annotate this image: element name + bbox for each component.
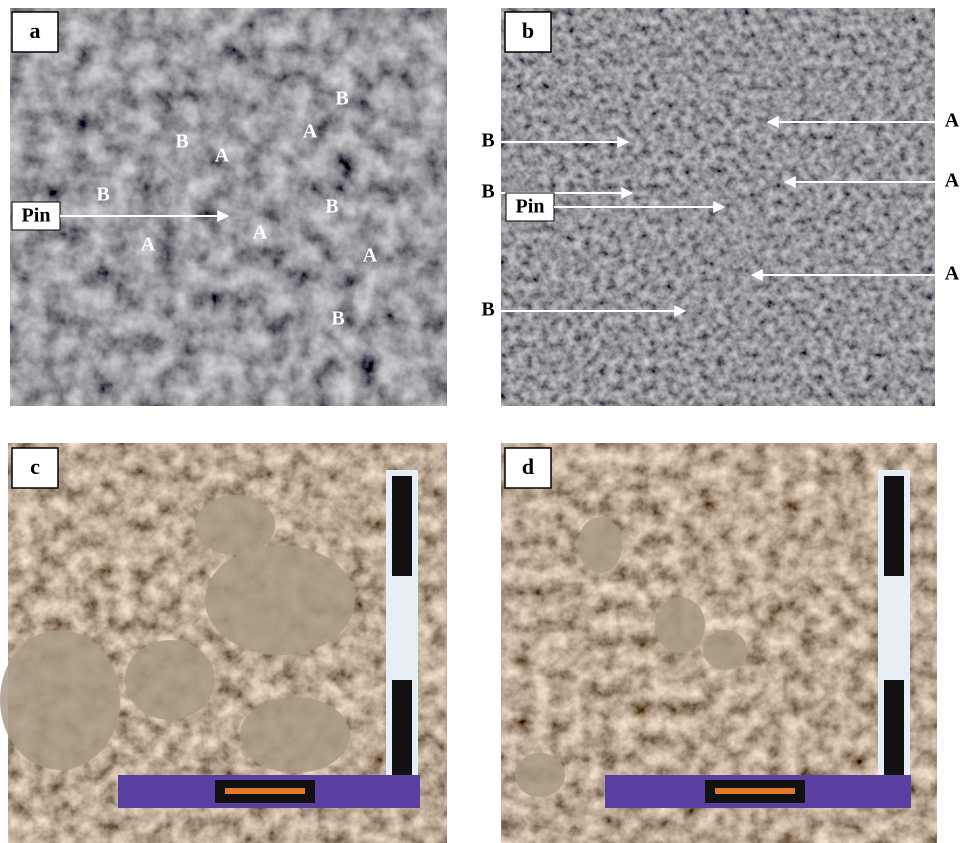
- panel-label: a: [30, 18, 41, 43]
- annotation: Pin: [22, 205, 51, 227]
- photo-a: [10, 8, 447, 406]
- annotation: A: [945, 170, 960, 192]
- annotation: A: [141, 234, 156, 256]
- annotation: A: [363, 245, 378, 267]
- annotation: B: [325, 196, 338, 218]
- annotation: B: [481, 299, 494, 321]
- annotation: A: [945, 110, 960, 132]
- annotation: B: [331, 308, 344, 330]
- annotation: Pin: [516, 196, 545, 218]
- panel-label: b: [522, 18, 534, 43]
- panel-label: d: [522, 454, 534, 479]
- annotation: B: [481, 181, 494, 203]
- annotation: A: [215, 145, 230, 167]
- annotation: B: [96, 184, 109, 206]
- annotation: A: [303, 121, 318, 143]
- annotation: B: [335, 88, 348, 110]
- annotation: A: [945, 263, 960, 285]
- annotation: B: [175, 131, 188, 153]
- annotation: A: [253, 222, 268, 244]
- annotation: B: [481, 130, 494, 152]
- panel-label: c: [30, 454, 40, 479]
- figure: aBABABPinBAAABbBABAPinABcd: [0, 0, 961, 843]
